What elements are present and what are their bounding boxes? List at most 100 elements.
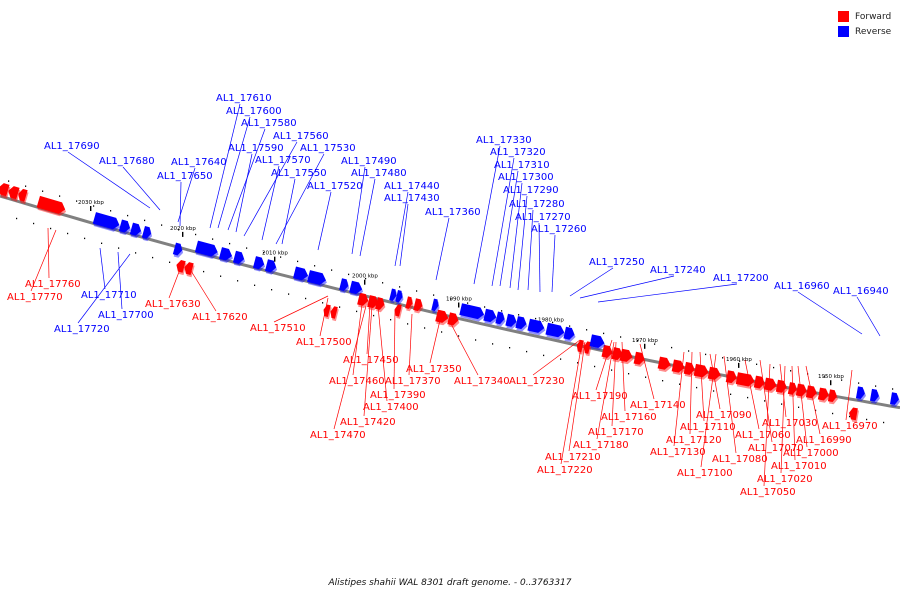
gene-label: AL1_17090	[696, 410, 752, 421]
leader-line	[538, 222, 541, 293]
minor-tick	[815, 409, 817, 412]
forward-gene-arrow	[447, 312, 459, 326]
leader-line	[473, 145, 501, 285]
gene-label: AL1_17460	[329, 376, 385, 387]
forward-gene-arrow	[375, 297, 385, 310]
reverse-gene-arrow-group	[264, 259, 278, 275]
forward-gene-arrow	[707, 366, 721, 380]
reverse-gene-arrow	[307, 270, 326, 285]
gene-label: AL1_17330	[476, 135, 532, 146]
minor-tick	[569, 325, 571, 327]
major-tick	[738, 362, 740, 368]
minor-tick	[271, 289, 273, 291]
reverse-gene-arrow-group	[563, 326, 576, 342]
reverse-gene-arrow-group	[495, 311, 506, 327]
minor-tick	[178, 229, 180, 231]
leader-line	[217, 116, 251, 229]
minor-tick	[705, 353, 707, 356]
leader-line	[363, 305, 373, 417]
minor-tick	[467, 302, 469, 304]
forward-gene-arrow	[611, 347, 623, 361]
minor-tick	[76, 200, 78, 202]
forward-gene-arrow-group	[394, 304, 403, 319]
gene-label: AL1_17060	[735, 430, 791, 441]
forward-gene-arrow	[817, 387, 829, 401]
leader-line	[723, 355, 737, 454]
forward-gene-arrow-group	[405, 296, 414, 312]
minor-tick	[866, 418, 868, 421]
reverse-gene-arrow-group	[349, 280, 364, 297]
minor-tick	[203, 270, 205, 273]
leader-line	[763, 363, 771, 487]
forward-gene-arrow-group	[330, 306, 339, 322]
reverse-gene-arrow	[264, 259, 277, 273]
reverse-gene-arrow-group	[395, 290, 404, 305]
reverse-gene-arrow-group	[252, 256, 266, 272]
minor-tick	[152, 256, 154, 259]
reverse-gene-arrow-group	[141, 226, 152, 242]
leader-line	[595, 339, 613, 391]
minor-tick	[356, 310, 358, 313]
gene-label: AL1_17070	[748, 443, 804, 454]
reverse-gene-arrow	[232, 250, 245, 264]
forward-gene-arrow-group	[8, 186, 21, 202]
reverse-gene-arrow	[889, 392, 899, 405]
minor-tick	[127, 214, 129, 217]
minor-tick	[237, 280, 239, 282]
gene-label: AL1_17240	[650, 265, 706, 276]
forward-gene-arrow	[323, 304, 331, 318]
leader-line	[399, 203, 409, 267]
leader-line	[551, 234, 556, 293]
forward-gene-arrow-group	[787, 382, 798, 398]
major-tick	[364, 279, 366, 285]
leader-line	[77, 253, 131, 324]
gene-label: AL1_17110	[680, 422, 736, 433]
leader-line	[579, 275, 675, 299]
forward-gene-arrow	[601, 344, 613, 358]
forward-gene-arrow	[848, 407, 858, 421]
gene-label: AL1_17010	[771, 461, 827, 472]
minor-tick	[118, 247, 120, 249]
leader-line	[509, 182, 523, 289]
gene-label: AL1_17030	[762, 418, 818, 429]
leader-line	[261, 165, 280, 241]
minor-tick	[331, 269, 333, 271]
minor-tick	[883, 421, 885, 424]
minor-tick	[543, 354, 545, 357]
leader-line	[235, 153, 253, 233]
gene-label: AL1_17360	[425, 207, 481, 218]
reverse-gene-arrow-group	[232, 250, 246, 267]
minor-tick	[297, 260, 299, 263]
reverse-gene-arrow	[395, 290, 403, 303]
leader-line	[366, 303, 371, 355]
minor-tick	[790, 370, 792, 372]
minor-tick	[16, 217, 18, 220]
major-tick	[182, 231, 184, 237]
reverse-gene-arrow-group	[545, 322, 566, 340]
gene-label: AL1_17170	[588, 427, 644, 438]
leader-line	[377, 305, 388, 402]
minor-tick	[722, 357, 724, 359]
leader-line	[797, 291, 863, 335]
leader-line	[639, 343, 655, 400]
reverse-gene-arrow-group	[527, 318, 546, 336]
forward-gene-arrow-group	[323, 304, 332, 320]
reverse-gene-arrow-group	[483, 308, 498, 325]
legend-item-reverse: Reverse	[838, 24, 891, 39]
leader-line	[621, 341, 626, 412]
leader-line	[394, 191, 409, 267]
leader-line	[429, 319, 441, 364]
gene-label: AL1_17480	[351, 168, 407, 179]
minor-tick	[288, 293, 290, 295]
forward-gene-arrow	[827, 389, 837, 403]
gene-label: AL1_17160	[601, 412, 657, 423]
reverse-gene-arrow	[855, 386, 865, 400]
forward-gene-arrow-group	[18, 188, 29, 205]
reverse-gene-arrow-group	[92, 212, 121, 232]
reverse-gene-arrow-group	[194, 240, 219, 259]
minor-tick	[212, 238, 214, 240]
reverse-gene-arrow-group	[515, 316, 528, 332]
kbp-label: 2010 kbp	[262, 251, 288, 257]
forward-gene-arrow	[8, 186, 20, 200]
forward-gene-arrow	[330, 306, 338, 319]
